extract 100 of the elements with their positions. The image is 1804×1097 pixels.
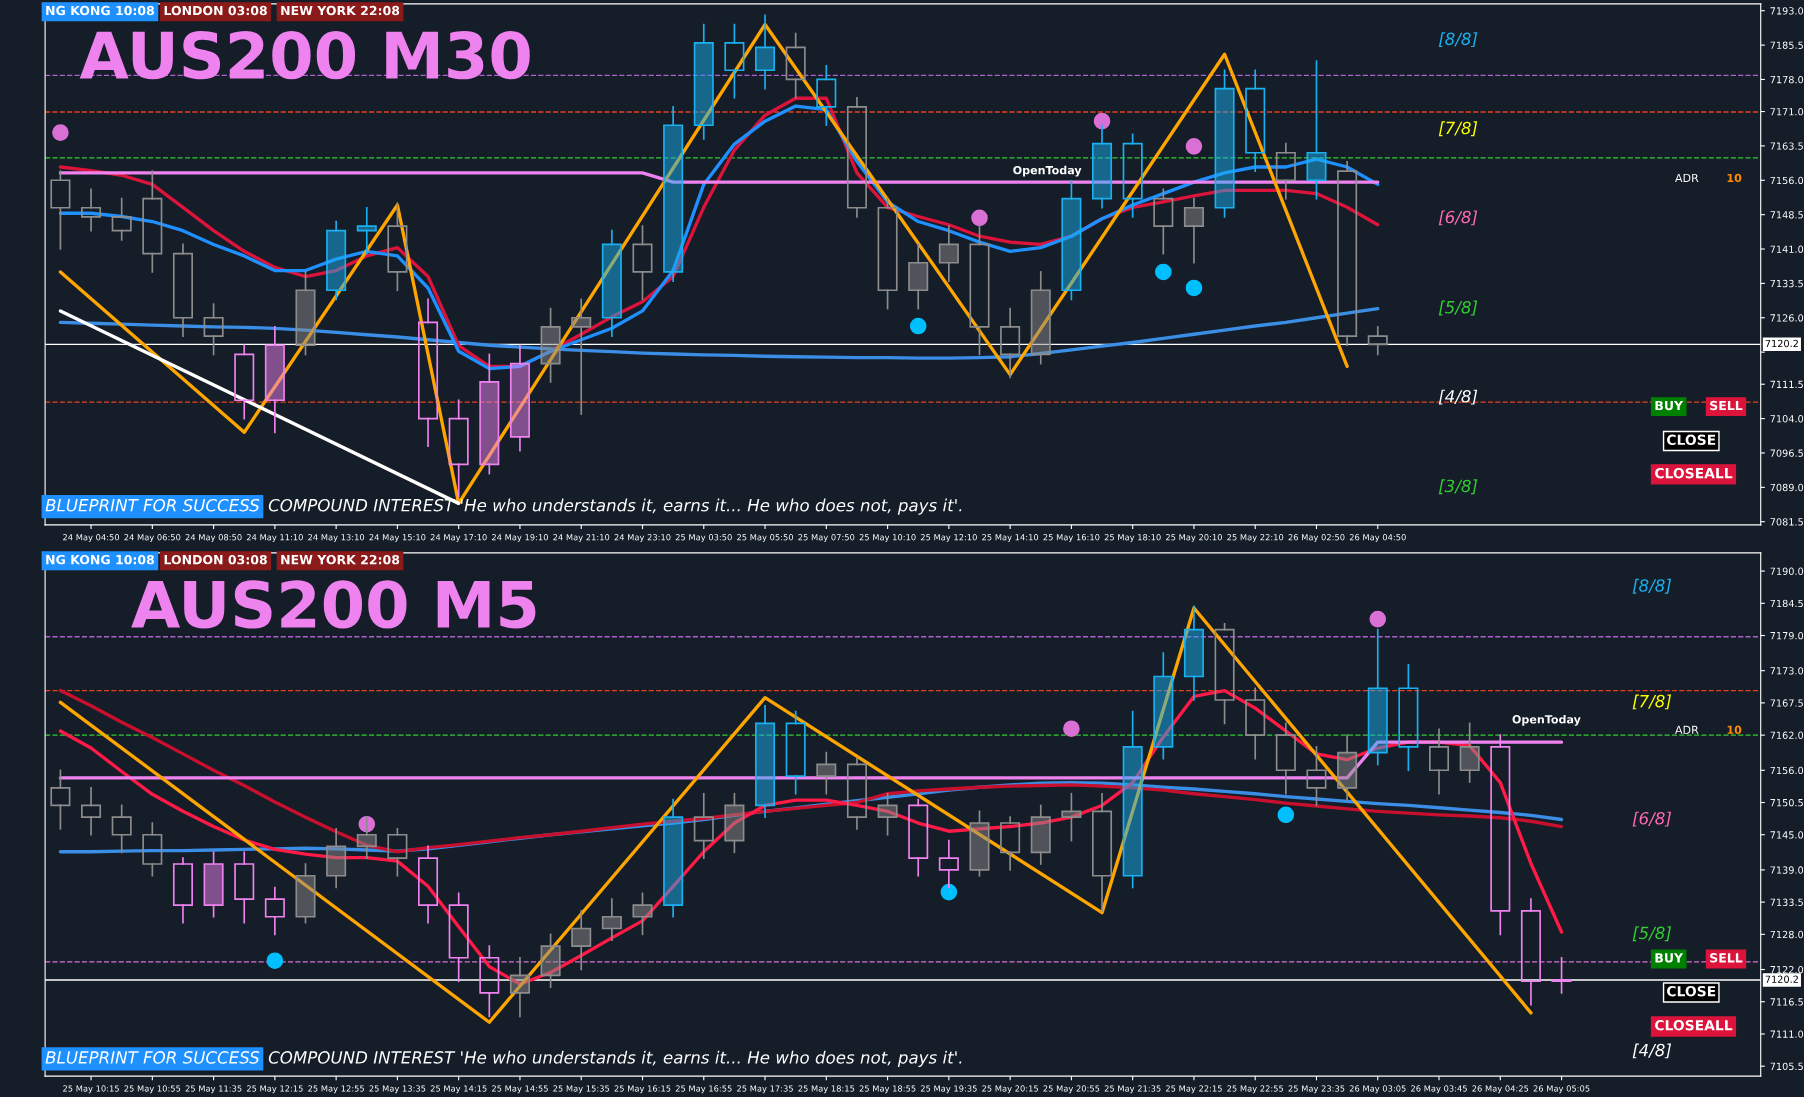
point [1063,720,1080,737]
candlestick [509,956,530,1018]
y-tick-label: 7173.0 [1770,667,1804,675]
candlestick [846,757,867,830]
x-tick-label: 24 May 19:10 [491,534,548,543]
annotation: [8/8] [1438,32,1478,48]
y-tick-label: 7171.0 [1770,108,1804,116]
x-tick-label: 25 May 10:10 [859,534,916,543]
candlestick [1183,605,1204,701]
annotation: 10 [1727,173,1742,183]
y-tick-label: 7133.5 [1770,279,1803,288]
candlestick [1337,734,1358,801]
candlestick [234,344,255,420]
candlestick [1092,792,1113,912]
candlestick [172,243,193,337]
x-tick-label: 25 May 22:55 [1227,1085,1284,1094]
candlestick [1183,197,1204,264]
y-tick-label: 7148.5 [1770,211,1803,219]
annotation: [7/8] [1438,121,1478,137]
candlestick [846,96,867,218]
candlestick [601,229,622,337]
annotation: NG KONG 10:08 [46,554,155,565]
y-tick-label: 7184.5 [1770,599,1803,608]
y-tick-label: 7089.0 [1770,483,1804,492]
x-tick-label: 26 May 04:50 [1349,534,1406,543]
candlestick [693,792,714,860]
candlestick [1122,133,1143,218]
annotation: BUY [1655,953,1684,963]
point [1369,610,1387,628]
x-tick-label: 25 May 18:10 [1104,534,1161,543]
candlestick [1030,271,1051,365]
y-tick-label: 7096.5 [1770,449,1803,457]
x-tick-label: 25 May 21:35 [1104,1085,1161,1094]
candlestick [1122,710,1143,889]
y-tick-label: 7105.5 [1770,1062,1803,1071]
point [1185,279,1203,297]
y-tick-label: 7122.0 [1770,965,1804,974]
annotation: [5/8] [1632,926,1672,942]
candlestick [448,399,469,498]
x-tick-label: 25 May 07:50 [798,534,855,543]
x-tick-label: 25 May 11:35 [185,1085,242,1094]
x-tick-label: 24 May 11:10 [246,534,303,543]
candlestick [1367,628,1388,766]
annotation: LONDON 03:08 [164,5,267,16]
x-tick-label: 24 May 04:50 [63,534,120,543]
y-tick-label: 7179.0 [1770,631,1804,640]
candlestick [1306,60,1327,200]
annotation: NEW YORK 22:08 [281,5,400,16]
annotation: [5/8] [1438,300,1478,316]
y-tick-label: 7104.0 [1770,415,1804,423]
x-tick-label: 24 May 17:10 [430,534,487,543]
annotation: ADR [1675,173,1699,182]
y-tick-label: 7178.0 [1770,75,1804,84]
y-tick-label: 7116.5 [1770,998,1803,1006]
annotation: [3/8] [1438,479,1478,495]
candlestick [1398,663,1419,772]
candlestick [540,307,561,383]
candlestick [264,886,285,936]
x-tick-label: 24 May 23:10 [614,534,671,543]
x-tick-label: 24 May 06:50 [124,534,181,543]
candlestick [448,892,469,983]
candlestick [264,326,285,434]
x-tick-label: 25 May 05:50 [737,534,794,543]
line-series [58,306,1380,360]
annotation: CLOSE [1667,434,1716,446]
annotation: OpenToday [1512,714,1581,726]
candlestick [1000,816,1021,871]
point [971,209,988,227]
y-tick-label: 7156.0 [1770,176,1804,185]
x-tick-label: 25 May 14:10 [982,534,1039,543]
candlestick [326,828,347,889]
y-tick-label: 7081.5 [1770,518,1803,526]
annotation: SELL [1710,953,1743,963]
y-tick-label: 7150.5 [1770,798,1803,807]
annotation: [6/8] [1438,210,1478,226]
candlestick [1245,687,1266,760]
x-tick-label: 26 May 05:05 [1533,1085,1590,1094]
x-tick-label: 25 May 12:15 [246,1085,303,1094]
candlestick [816,64,837,127]
x-tick-label: 25 May 10:15 [63,1085,119,1094]
point [266,952,284,970]
annotation: CLOSE [1667,985,1716,997]
x-tick-label: 26 May 03:45 [1411,1085,1467,1094]
candlestick [601,898,622,942]
x-tick-label: 26 May 04:25 [1472,1085,1529,1094]
candlestick [142,822,163,877]
x-tick-label: 25 May 12:55 [308,1085,364,1094]
annotation: BLUEPRINT FOR SUCCESS [45,498,260,512]
annotation: 10 [1727,725,1742,735]
x-tick-label: 25 May 22:15 [1165,1085,1222,1094]
candlestick [418,298,439,447]
y-tick-label: 7128.0 [1770,930,1804,939]
y-tick-label: 7145.0 [1770,831,1804,839]
candlestick [1520,898,1541,1006]
candlestick [571,298,592,415]
point [1155,263,1172,281]
candlestick [479,945,500,1018]
annotation: [8/8] [1632,578,1672,594]
candlestick [816,751,837,795]
x-tick-label: 25 May 14:55 [491,1085,548,1094]
